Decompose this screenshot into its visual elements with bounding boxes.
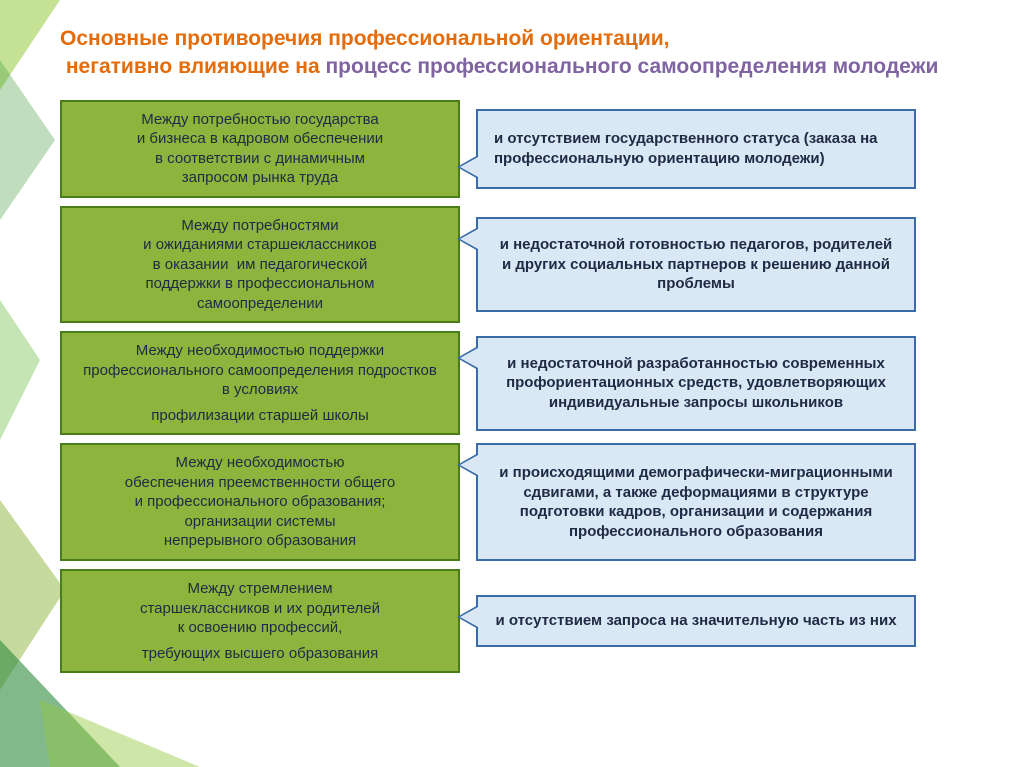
right-callout: и недостаточной готовностью педагогов, р… [476,217,916,312]
right-callout: и недостаточной разработанностью совреме… [476,336,916,431]
left-box: Между потребностямии ожиданиями старшекл… [60,206,460,324]
contradiction-rows: Между потребностью государстваи бизнеса … [60,100,984,674]
contradiction-row: Между необходимостью поддержки профессио… [60,331,984,435]
right-callout: и отсутствием запроса на значительную ча… [476,595,916,647]
slide-title: Основные противоречия профессиональной о… [60,25,984,82]
left-box: Между стремлениемстаршеклассников и их р… [60,569,460,673]
left-box: Между потребностью государстваи бизнеса … [60,100,460,198]
right-callout: и происходящими демографически-миграцион… [476,443,916,561]
contradiction-row: Между необходимостьюобеспечения преемств… [60,443,984,561]
right-callout: и отсутствием государственного статуса (… [476,109,916,189]
contradiction-row: Между потребностью государстваи бизнеса … [60,100,984,198]
contradiction-row: Между стремлениемстаршеклассников и их р… [60,569,984,673]
left-box: Между необходимостью поддержки профессио… [60,331,460,435]
left-box: Между необходимостьюобеспечения преемств… [60,443,460,561]
contradiction-row: Между потребностямии ожиданиями старшекл… [60,206,984,324]
